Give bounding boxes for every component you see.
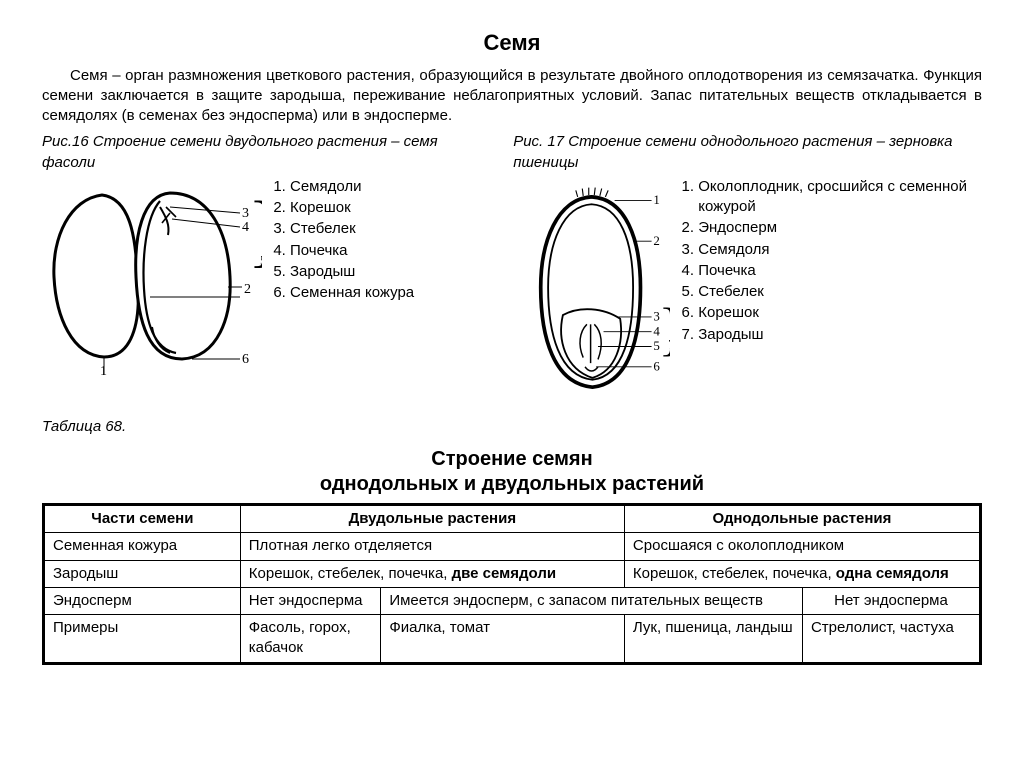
fig16-legend-item: Почечка	[290, 241, 414, 261]
fig17-legend-item: Семядоля	[698, 240, 1002, 260]
cell: Имеется эндосперм, с запасом питательных…	[381, 587, 803, 614]
fig16-legend-item: Семенная кожура	[290, 283, 414, 303]
svg-text:2: 2	[654, 233, 660, 248]
th-parts: Части семени	[44, 505, 241, 533]
fig17-legend-item: Эндосперм	[698, 218, 1002, 238]
svg-text:7: 7	[668, 336, 670, 351]
cell: Корешок, стебелек, почечка, две семядоли	[240, 560, 624, 587]
cell: Лук, пшеница, ландыш	[624, 615, 802, 664]
cell: Сросшаяся с околоплодником	[624, 533, 980, 560]
svg-text:2: 2	[244, 282, 251, 297]
comparison-table: Части семени Двудольные растения Однодол…	[42, 503, 982, 665]
svg-text:}: }	[658, 295, 670, 361]
fig16-legend-item: Стебелек	[290, 219, 414, 239]
fig16-legend-item: Зародыш	[290, 262, 414, 282]
figures-row: Рис.16 Строение семени двудольного расте…	[42, 132, 982, 407]
figure-16: Рис.16 Строение семени двудольного расте…	[42, 132, 493, 407]
th-dicot: Двудольные растения	[240, 505, 624, 533]
cell: Нет эндосперма	[240, 587, 381, 614]
fig16-legend: Семядоли Корешок Стебелек Почечка Зароды…	[270, 177, 414, 305]
svg-text:1: 1	[654, 192, 660, 207]
cell: Фиалка, томат	[381, 615, 625, 664]
svg-text:6: 6	[242, 352, 249, 367]
intro-paragraph: Семя – орган размножения цветкового раст…	[42, 66, 982, 127]
cell: Нет эндосперма	[802, 587, 980, 614]
cell: Семенная кожура	[44, 533, 241, 560]
fig17-legend-item: Околоплодник, сросшийся с семенной кожур…	[698, 177, 1002, 218]
bean-seed-diagram: } 3 4 5 2 1 6	[42, 177, 262, 377]
svg-text:4: 4	[242, 220, 249, 235]
cell: Фасоль, горох, кабачок	[240, 615, 381, 664]
cell: Примеры	[44, 615, 241, 664]
table-number: Таблица 68.	[42, 417, 982, 437]
cell: Плотная легко отделяется	[240, 533, 624, 560]
svg-text:3: 3	[242, 206, 249, 221]
cell: Зародыш	[44, 560, 241, 587]
fig16-legend-item: Корешок	[290, 198, 414, 218]
fig17-legend-item: Корешок	[698, 303, 1002, 323]
svg-text:5: 5	[260, 254, 262, 269]
cell: Корешок, стебелек, почечка, одна семядол…	[624, 560, 980, 587]
page-title: Семя	[42, 28, 982, 58]
th-monocot: Однодольные растения	[624, 505, 980, 533]
cell: Стрелолист, частуха	[802, 615, 980, 664]
fig17-legend-item: Стебелек	[698, 282, 1002, 302]
fig17-legend-item: Зародыш	[698, 325, 1002, 345]
fig17-legend-item: Почечка	[698, 261, 1002, 281]
cell: Эндосперм	[44, 587, 241, 614]
table-title: Строение семян однодольных и двудольных …	[42, 447, 982, 497]
fig17-legend: Околоплодник, сросшийся с семенной кожур…	[678, 177, 1002, 346]
fig17-caption: Рис. 17 Строение семени однодольного рас…	[513, 132, 1002, 173]
fig16-legend-item: Семядоли	[290, 177, 414, 197]
figure-17: Рис. 17 Строение семени однодольного рас…	[513, 132, 1002, 407]
fig16-caption: Рис.16 Строение семени двудольного расте…	[42, 132, 493, 173]
wheat-grain-diagram: 1 2 3 4 5 6 } 7	[513, 177, 670, 407]
svg-text:1: 1	[100, 364, 107, 377]
